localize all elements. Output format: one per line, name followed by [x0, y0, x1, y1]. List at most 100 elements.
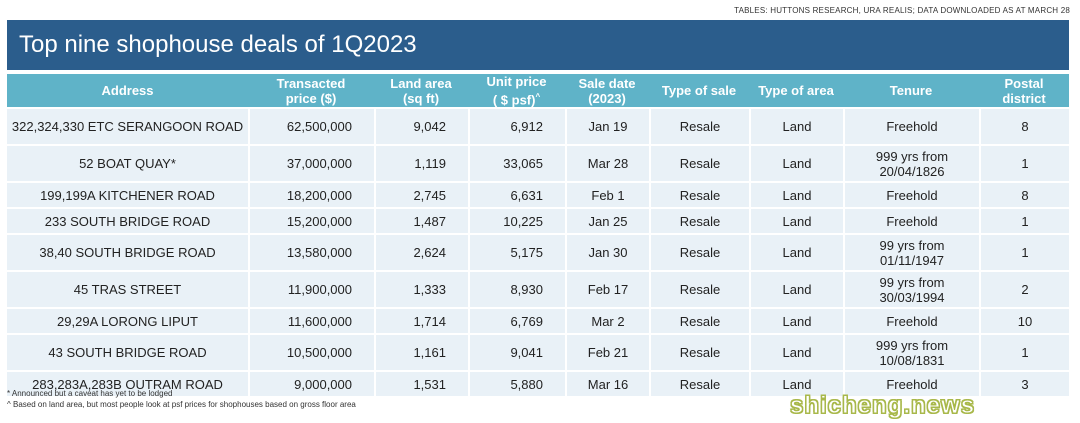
table-row: 43 SOUTH BRIDGE ROAD 10,500,000 1,161 9,041…: [7, 335, 1069, 371]
table-row: 52 BOAT QUAY* 37,000,000 1,119 33,065 Mar 28…: [7, 146, 1069, 182]
cell-address: 322,324,330 ETC SERANGOON ROAD: [7, 109, 248, 145]
cell-type-of-area: Land: [749, 146, 843, 182]
cell-price: 11,600,000: [248, 309, 374, 334]
source-note: TABLES: HUTTONS RESEARCH, URA REALIS; DA…: [734, 6, 1070, 15]
cell-unit-price: 10,225: [468, 209, 565, 234]
cell-tenure: Freehold: [843, 183, 979, 208]
cell-sale-date: Feb 1: [565, 183, 649, 208]
cell-type-of-sale: Resale: [649, 372, 749, 397]
table-row: 322,324,330 ETC SERANGOON ROAD 62,500,000…: [7, 109, 1069, 145]
header-address: Address: [7, 74, 248, 108]
footnote: ^ Based on land area, but most people lo…: [7, 400, 356, 409]
cell-sale-date: Mar 2: [565, 309, 649, 334]
watermark: shicheng.news: [789, 392, 976, 420]
cell-address: 283,283A,283B OUTRAM ROAD: [7, 372, 248, 397]
cell-type-of-area: Land: [749, 209, 843, 234]
cell-postal-district: 1: [979, 209, 1069, 234]
cell-land-area: 1,161: [374, 335, 468, 371]
cell-postal-district: 8: [979, 109, 1069, 145]
footnote: * Announced but a caveat has yet to be l…: [7, 389, 173, 398]
cell-type-of-area: Land: [749, 335, 843, 371]
cell-land-area: 9,042: [374, 109, 468, 145]
cell-address: 43 SOUTH BRIDGE ROAD: [7, 335, 248, 371]
cell-land-area: 2,745: [374, 183, 468, 208]
cell-unit-price: 6,631: [468, 183, 565, 208]
cell-tenure: 99 yrs from 30/03/1994: [843, 272, 979, 308]
cell-type-of-sale: Resale: [649, 235, 749, 271]
cell-type-of-sale: Resale: [649, 309, 749, 334]
cell-tenure: 999 yrs from 10/08/1831: [843, 335, 979, 371]
cell-price: 11,900,000: [248, 272, 374, 308]
cell-tenure: Freehold: [843, 209, 979, 234]
cell-type-of-area: Land: [749, 372, 843, 397]
cell-postal-district: 1: [979, 335, 1069, 371]
shophouse-deals-table: Address Transacted price ($) Land area (sq…: [7, 72, 1069, 398]
cell-postal-district: 1: [979, 235, 1069, 271]
cell-postal-district: 1: [979, 146, 1069, 182]
header-row: Address Transacted price ($) Land area (sq…: [7, 74, 1069, 108]
cell-address: 52 BOAT QUAY*: [7, 146, 248, 182]
cell-address: 45 TRAS STREET: [7, 272, 248, 308]
cell-tenure: 999 yrs from 20/04/1826: [843, 146, 979, 182]
cell-address: 38,40 SOUTH BRIDGE ROAD: [7, 235, 248, 271]
cell-sale-date: Mar 16: [565, 372, 649, 397]
cell-postal-district: 10: [979, 309, 1069, 334]
cell-type-of-sale: Resale: [649, 335, 749, 371]
cell-sale-date: Jan 25: [565, 209, 649, 234]
cell-land-area: 1,333: [374, 272, 468, 308]
table-row: 45 TRAS STREET 11,900,000 1,333 8,930 Feb 17…: [7, 272, 1069, 308]
cell-unit-price: 33,065: [468, 146, 565, 182]
table-row: 199,199A KITCHENER ROAD 18,200,000 2,745 6,…: [7, 183, 1069, 208]
table-row: 233 SOUTH BRIDGE ROAD 15,200,000 1,487 10,2…: [7, 209, 1069, 234]
cell-land-area: 1,714: [374, 309, 468, 334]
cell-sale-date: Mar 28: [565, 146, 649, 182]
cell-type-of-area: Land: [749, 309, 843, 334]
cell-unit-price: 5,175: [468, 235, 565, 271]
header-type-of-sale: Type of sale: [649, 74, 749, 108]
cell-type-of-sale: Resale: [649, 146, 749, 182]
cell-unit-price: 6,912: [468, 109, 565, 145]
footnotes: * Announced but a caveat has yet to be l…: [7, 388, 356, 410]
cell-price: 13,580,000: [248, 235, 374, 271]
cell-price: 15,200,000: [248, 209, 374, 234]
cell-sale-date: Jan 19: [565, 109, 649, 145]
table-row: 283,283A,283B OUTRAM ROAD 9,000,000 1,531 5…: [7, 372, 1069, 397]
cell-price: 37,000,000: [248, 146, 374, 182]
header-type-of-area: Type of area: [749, 74, 843, 108]
table-row: 38,40 SOUTH BRIDGE ROAD 13,580,000 2,624 5,…: [7, 235, 1069, 271]
cell-type-of-area: Land: [749, 109, 843, 145]
cell-type-of-sale: Resale: [649, 272, 749, 308]
cell-sale-date: Feb 21: [565, 335, 649, 371]
cell-postal-district: 2: [979, 272, 1069, 308]
cell-price: 9,000,000: [248, 372, 374, 397]
cell-land-area: 1,119: [374, 146, 468, 182]
header-unit-price: Unit price( $ psf)^: [468, 74, 565, 108]
cell-unit-price: 6,769: [468, 309, 565, 334]
cell-type-of-sale: Resale: [649, 209, 749, 234]
cell-address: 29,29A LORONG LIPUT: [7, 309, 248, 334]
header-postal-district: Postal district: [979, 74, 1069, 108]
cell-unit-price: 8,930: [468, 272, 565, 308]
cell-address: 233 SOUTH BRIDGE ROAD: [7, 209, 248, 234]
cell-sale-date: Feb 17: [565, 272, 649, 308]
cell-type-of-sale: Resale: [649, 183, 749, 208]
cell-tenure: Freehold: [843, 372, 979, 397]
cell-type-of-area: Land: [749, 235, 843, 271]
cell-type-of-area: Land: [749, 272, 843, 308]
cell-tenure: 99 yrs from 01/11/1947: [843, 235, 979, 271]
cell-unit-price: 9,041: [468, 335, 565, 371]
cell-price: 18,200,000: [248, 183, 374, 208]
cell-price: 62,500,000: [248, 109, 374, 145]
header-sale-date: Sale date (2023): [565, 74, 649, 108]
table-row: 29,29A LORONG LIPUT 11,600,000 1,714 6,769 M…: [7, 309, 1069, 334]
cell-unit-price: 5,880: [468, 372, 565, 397]
cell-tenure: Freehold: [843, 109, 979, 145]
cell-type-of-area: Land: [749, 183, 843, 208]
cell-price: 10,500,000: [248, 335, 374, 371]
cell-tenure: Freehold: [843, 309, 979, 334]
header-land-area: Land area (sq ft): [374, 74, 468, 108]
cell-type-of-sale: Resale: [649, 109, 749, 145]
cell-land-area: 2,624: [374, 235, 468, 271]
cell-postal-district: 8: [979, 183, 1069, 208]
cell-sale-date: Jan 30: [565, 235, 649, 271]
